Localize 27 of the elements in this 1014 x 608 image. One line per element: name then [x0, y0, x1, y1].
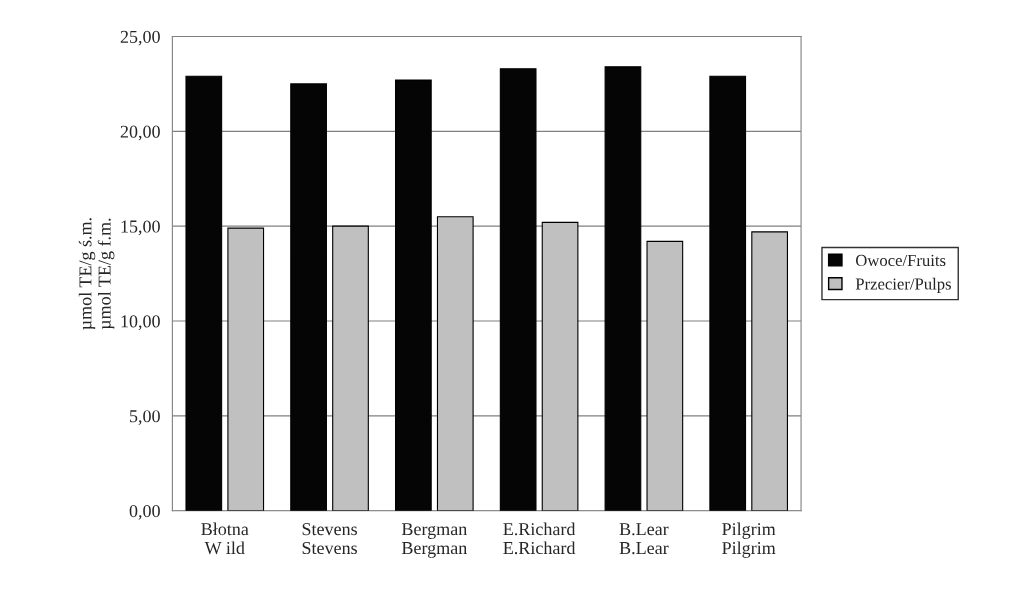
x-tick-label: Bergman Bergman	[401, 523, 467, 558]
bar	[751, 231, 788, 511]
y-tick-label: 20,00	[120, 125, 160, 141]
bar	[436, 216, 474, 511]
bar	[709, 75, 747, 511]
y-tick-label: 15,00	[121, 220, 160, 236]
x-tick-label: Stevens Stevens	[302, 523, 357, 555]
legend-label: Owoce/Fruits	[855, 254, 946, 267]
x-tick-label: Pilgrim Pilgrim	[722, 522, 776, 558]
x-tick-label: Błotna W ild	[201, 522, 249, 555]
y-tick-label: 5,00	[130, 410, 160, 425]
bar	[185, 75, 223, 511]
y-tick-label: 0,00	[129, 504, 160, 520]
bar	[395, 79, 432, 511]
y-axis-title: µmol TE/g ś.m. µmol TE/g f.m.	[78, 218, 115, 330]
bar	[499, 68, 537, 511]
legend-label: Przecier/Pulps	[855, 277, 951, 293]
bar	[646, 240, 684, 511]
bar	[541, 221, 579, 511]
y-tick-label: 10,00	[121, 315, 160, 331]
bar	[604, 66, 642, 511]
bar	[227, 227, 265, 511]
bar	[332, 225, 369, 511]
x-tick-label: E.Richard E.Richard	[503, 522, 576, 555]
y-tick-label: 25,00	[120, 30, 160, 46]
x-tick-label: B.Lear B.Lear	[619, 523, 669, 555]
bar	[290, 83, 327, 511]
